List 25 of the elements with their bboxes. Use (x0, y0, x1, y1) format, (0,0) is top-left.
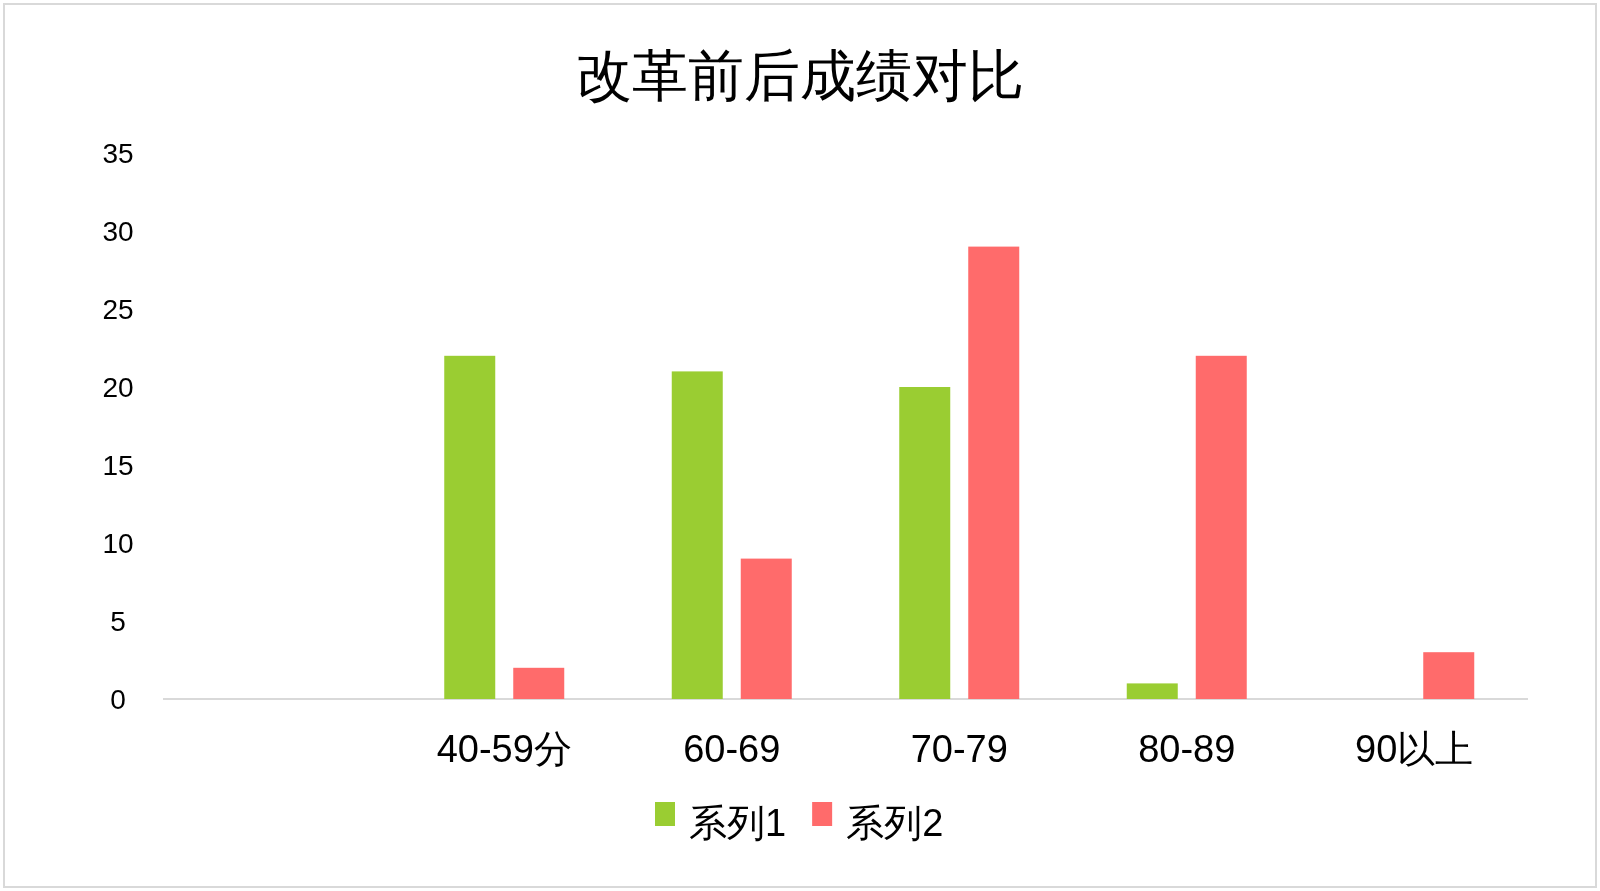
x-tick-label: 60-69 (683, 728, 781, 770)
chart-title: 改革前后成绩对比 (576, 45, 1024, 107)
y-tick-label: 5 (110, 606, 126, 637)
bar (1195, 355, 1247, 699)
y-tick-label: 0 (110, 684, 126, 715)
y-tick-label: 30 (102, 216, 134, 247)
x-tick-label: 40-59分 (436, 728, 572, 770)
y-tick-label: 35 (102, 138, 134, 169)
legend-label: 系列1 (689, 802, 787, 844)
bar (444, 355, 496, 699)
y-tick-label: 20 (102, 372, 134, 403)
bar (1423, 652, 1475, 699)
bar (899, 387, 951, 699)
bar (671, 371, 723, 699)
bar (968, 246, 1020, 699)
legend-label: 系列2 (846, 802, 944, 844)
bar (513, 667, 565, 699)
y-tick-label: 25 (102, 294, 134, 325)
x-tick-label: 70-79 (910, 728, 1008, 770)
y-tick-label: 15 (102, 450, 134, 481)
bar (740, 558, 792, 699)
y-tick-label: 10 (102, 528, 134, 559)
x-tick-label: 80-89 (1138, 728, 1236, 770)
bar (1126, 683, 1178, 699)
x-tick-label: 90以上 (1355, 728, 1474, 770)
